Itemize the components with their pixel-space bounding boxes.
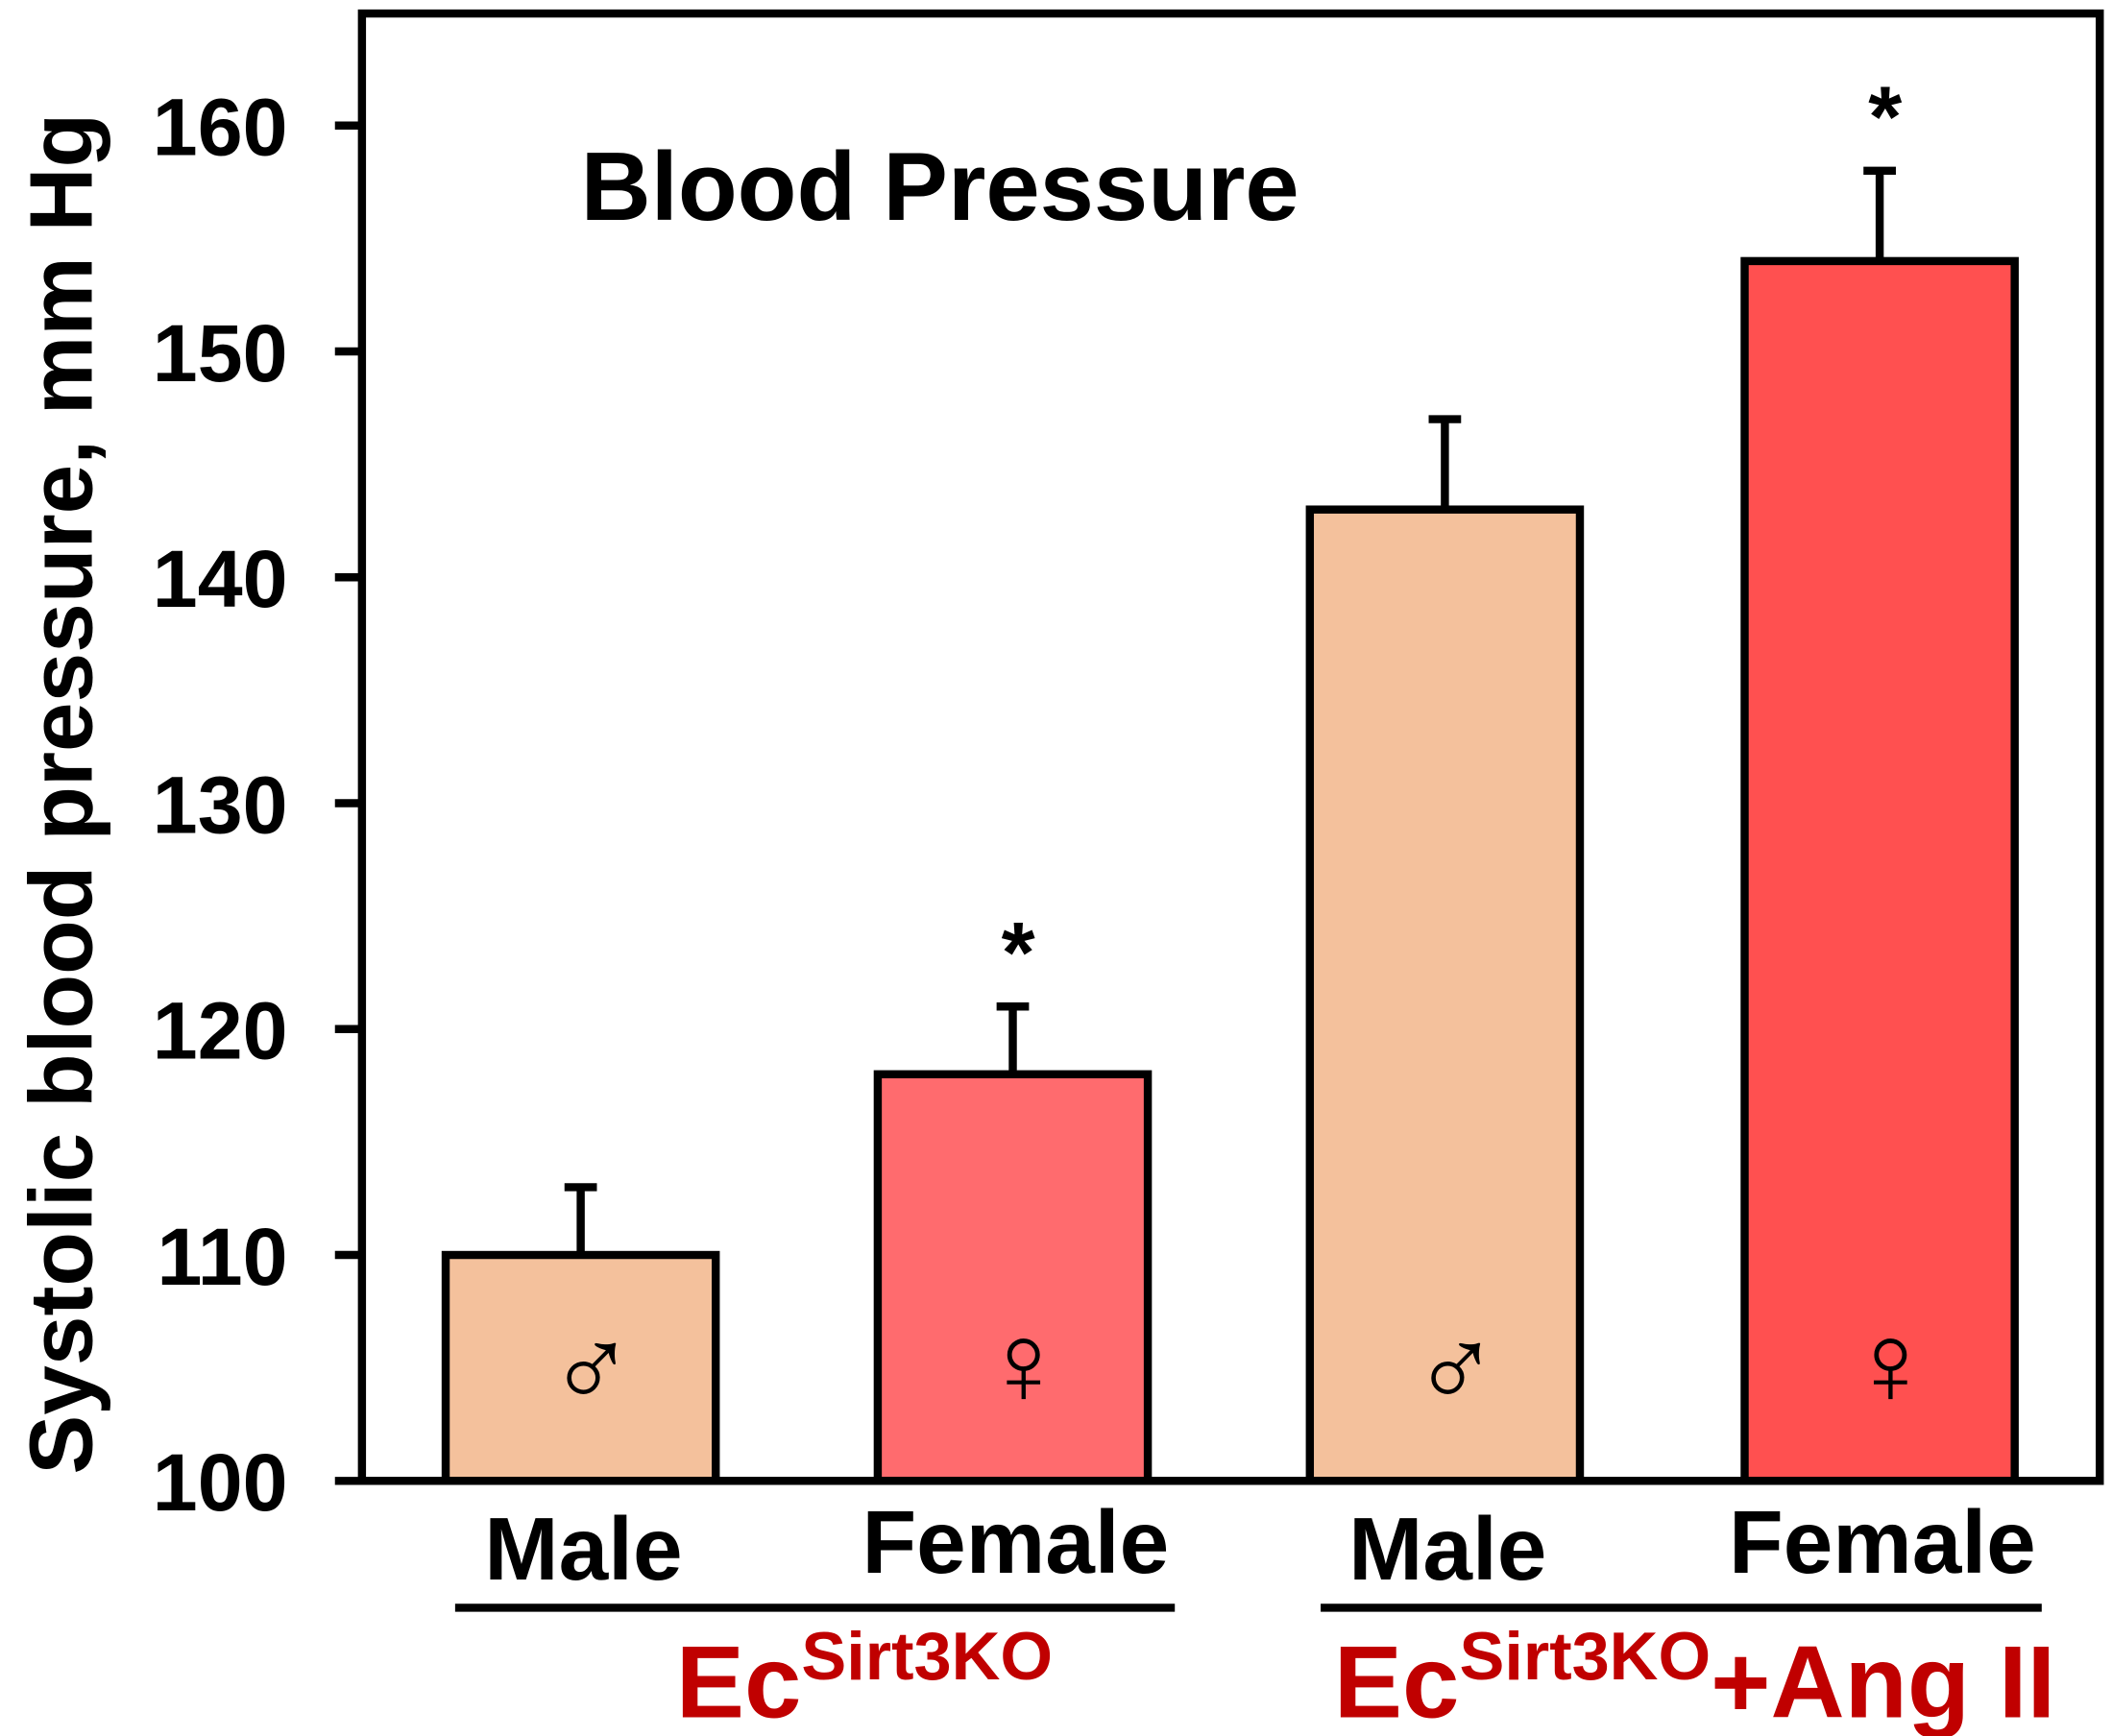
y-tick-label: 100 (153, 1437, 288, 1528)
y-tick-label: 110 (157, 1212, 287, 1302)
x-labels: Male Female Male Female EcSirt3KO EcSirt3KO+A… (454, 1492, 2055, 1736)
bar (1740, 256, 2019, 1485)
y-tick-label: 120 (153, 986, 288, 1076)
chart-title: Blood Pressure (581, 133, 1299, 241)
bar (1305, 505, 1585, 1485)
category-label: Female (862, 1492, 1169, 1592)
plot-frame (357, 9, 2104, 1485)
y-tick-label: 140 (153, 534, 288, 624)
y-axis: 100 110 120 130 140 150 160 (153, 83, 362, 1528)
group-label: EcSirt3KO+Ang II (1334, 1618, 2055, 1736)
sex-symbol: ♀ (1847, 1299, 1934, 1429)
y-axis-label: Systolic blood pressure, mm Hg (12, 113, 111, 1475)
sex-symbol: ♀ (980, 1299, 1067, 1429)
category-label: Male (1348, 1499, 1546, 1599)
sex-symbol: ♂ (1412, 1299, 1499, 1429)
bar (441, 1250, 720, 1485)
y-tick-label: 150 (153, 308, 288, 398)
y-tick-label: 130 (153, 760, 288, 850)
category-label: Female (1729, 1492, 2036, 1592)
group-label: EcSirt3KO (676, 1618, 1053, 1736)
significance-marker: * (1002, 905, 1035, 1001)
bars-layer: ♂ ♀ * ♂ ♀ * (441, 69, 2019, 1485)
category-label: Male (484, 1499, 682, 1599)
y-tick-label: 160 (153, 83, 288, 173)
significance-marker: * (1868, 69, 1902, 165)
sex-symbol: ♂ (548, 1299, 636, 1429)
